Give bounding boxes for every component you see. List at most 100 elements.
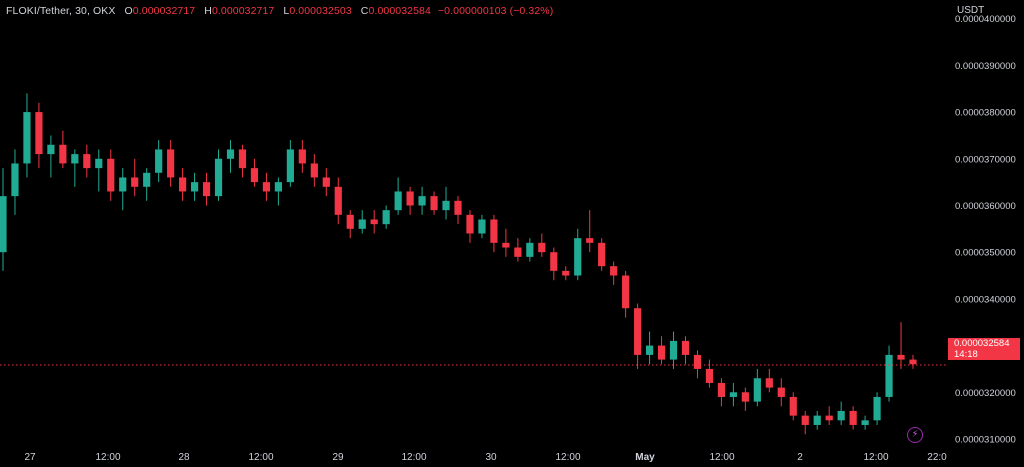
candle-body: [873, 396, 881, 421]
x-tick-label: 12:00: [863, 452, 888, 463]
candle-body: [442, 200, 450, 211]
candle-body: [801, 415, 809, 425]
candle-body: [741, 392, 749, 402]
symbol-title[interactable]: FLOKI/Tether, 30, OKX: [6, 5, 116, 17]
y-tick-label: 0.0000390000: [955, 61, 1016, 72]
candle-body: [753, 378, 761, 402]
candle-body: [71, 154, 79, 164]
candle-body: [322, 177, 330, 187]
candle-body: [406, 191, 414, 206]
candle-body: [622, 275, 630, 309]
y-tick-label: 0.0000370000: [955, 154, 1016, 165]
high-value: 0.000032717: [211, 5, 275, 17]
candle-body: [574, 238, 582, 276]
candle-body: [861, 420, 869, 425]
candle-body: [586, 238, 594, 243]
x-axis[interactable]: 27 12:00 28 12:00 29 12:00 30 12:00 May 12:00 2 12:…: [24, 452, 947, 463]
y-tick-label: 0.0000400000: [955, 14, 1016, 25]
change-value: −0.000000103 (−0.32%): [437, 5, 554, 17]
candle-body: [286, 149, 294, 183]
candle-body: [813, 415, 821, 425]
candle-body: [107, 158, 115, 192]
candle-body: [202, 182, 211, 197]
x-tick-label: 12:00: [709, 452, 734, 463]
candle-body: [717, 382, 726, 397]
y-tick-label: 0.0000380000: [955, 108, 1016, 119]
candle-body: [418, 196, 426, 206]
candle-body: [789, 396, 797, 416]
y-tick-label: 0.0000360000: [955, 201, 1016, 212]
y-tick-label: 0.0000320000: [955, 388, 1016, 399]
candle-body: [634, 308, 642, 355]
x-tick-label: May: [635, 452, 655, 463]
candle-body: [849, 410, 857, 425]
candle-body: [777, 387, 785, 397]
bar-countdown: 14:18: [954, 348, 978, 360]
last-price-value: 0.000032584: [954, 338, 1010, 349]
candle-body: [334, 186, 342, 215]
currency-label[interactable]: USDT: [957, 5, 985, 16]
close-label: C: [360, 5, 369, 17]
candle-body: [346, 214, 354, 229]
candle-body: [610, 266, 618, 276]
candle-body: [705, 368, 714, 383]
y-tick-label: 0.0000310000: [955, 434, 1016, 445]
candle-body: [825, 415, 833, 421]
candle-body: [238, 149, 247, 169]
high-label: H: [204, 5, 212, 17]
candle-body: [59, 144, 67, 164]
candle-body: [155, 149, 163, 173]
y-axis[interactable]: 0.0000400000 0.0000390000 0.0000380000 0.00…: [955, 14, 1016, 445]
x-tick-label: 12:00: [555, 452, 580, 463]
x-tick-label: 22:0: [927, 452, 947, 463]
x-tick-label: 27: [24, 452, 36, 463]
open-value: 0.000032717: [132, 5, 196, 17]
x-tick-label: 12:00: [95, 452, 120, 463]
candles: [0, 93, 917, 435]
close-value: 0.000032584: [368, 5, 431, 17]
lightning-icon[interactable]: ⚡: [907, 427, 923, 443]
last-price-tag: 0.000032584 14:18: [948, 338, 1020, 360]
candle-body: [179, 177, 187, 192]
candle-body: [681, 340, 690, 355]
candle-body: [765, 378, 773, 388]
candle-body: [131, 177, 139, 187]
candle-body: [645, 345, 654, 355]
symbol-legend: FLOKI/Tether, 30, OKX O0.000032717 H0.00…: [6, 5, 553, 17]
x-tick-label: 12:00: [248, 452, 273, 463]
candle-body: [298, 149, 306, 164]
candle-body: [526, 242, 534, 257]
candle-body: [23, 112, 31, 164]
candle-body: [0, 196, 7, 253]
candle-body: [83, 154, 91, 169]
x-tick-label: 2: [797, 452, 803, 463]
candle-body: [502, 242, 510, 248]
candle-body: [490, 219, 498, 243]
candle-body: [598, 242, 606, 267]
candle-body: [430, 196, 438, 211]
candle-body: [143, 172, 151, 187]
candle-body: [729, 392, 737, 397]
x-tick-label: 28: [178, 452, 190, 463]
y-tick-label: 0.0000350000: [955, 248, 1016, 259]
candle-body: [119, 177, 127, 192]
candle-body: [538, 242, 546, 253]
candle-body: [274, 182, 282, 192]
x-tick-label: 12:00: [401, 452, 426, 463]
candle-body: [358, 219, 366, 229]
candle-body: [167, 149, 175, 178]
candle-body: [190, 182, 199, 192]
candle-body: [95, 158, 103, 169]
open-label: O: [124, 5, 133, 17]
candle-body: [466, 214, 474, 234]
candle-body: [837, 410, 845, 421]
candle-body: [657, 345, 666, 360]
candle-body: [550, 252, 558, 271]
candle-body: [382, 210, 390, 225]
y-tick-label: 0.0000340000: [955, 294, 1016, 305]
candle-body: [35, 112, 43, 155]
low-label: L: [283, 5, 290, 17]
candle-body: [885, 354, 893, 397]
candle-body: [478, 219, 486, 234]
